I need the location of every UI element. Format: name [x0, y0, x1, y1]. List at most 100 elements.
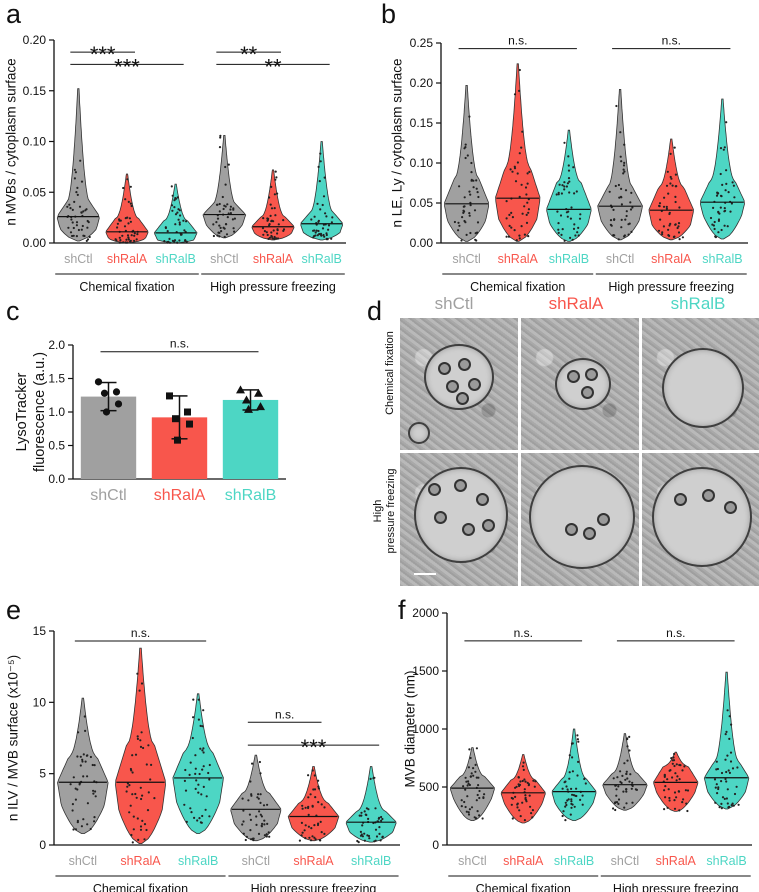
- data-point: [236, 385, 245, 394]
- data-point: [579, 213, 582, 216]
- data-point: [630, 191, 633, 194]
- data-point: [511, 817, 514, 820]
- data-point: [719, 147, 723, 150]
- data-point: [134, 753, 138, 756]
- data-point: [575, 190, 578, 193]
- data-point: [483, 793, 486, 796]
- data-point: [83, 715, 86, 718]
- data-point: [727, 769, 730, 772]
- data-point: [720, 771, 724, 775]
- data-point: [320, 234, 323, 237]
- data-point: [219, 136, 222, 139]
- data-point: [89, 755, 92, 759]
- data-point: [226, 216, 229, 219]
- data-point: [273, 237, 276, 241]
- data-point: [131, 793, 134, 796]
- x-tick-label: shCtl: [611, 854, 639, 868]
- data-point: [717, 787, 720, 791]
- data-point: [116, 222, 119, 225]
- data-point: [518, 234, 521, 237]
- data-point: [671, 762, 674, 765]
- data-point: [711, 223, 714, 226]
- data-point: [216, 217, 220, 220]
- data-point: [80, 825, 83, 828]
- data-point: [686, 809, 689, 813]
- x-tick-label: shRalB: [702, 252, 742, 266]
- data-point: [621, 774, 624, 778]
- data-point: [627, 233, 630, 236]
- data-point: [85, 239, 88, 242]
- data-point: [668, 796, 671, 800]
- data-point: [570, 206, 573, 209]
- data-point: [510, 226, 513, 229]
- data-point: [202, 709, 205, 712]
- data-point: [615, 104, 618, 108]
- data-point: [462, 211, 465, 214]
- data-point: [260, 815, 263, 818]
- data-point: [212, 223, 215, 226]
- data-point: [76, 821, 79, 824]
- data-point: [514, 795, 517, 799]
- data-point: [563, 181, 566, 184]
- data-point: [124, 198, 127, 201]
- data-point: [516, 161, 520, 164]
- data-point: [463, 196, 466, 199]
- data-point: [202, 747, 205, 750]
- data-point: [202, 751, 205, 754]
- data-point: [172, 415, 179, 423]
- data-point: [126, 234, 130, 237]
- data-point: [726, 802, 729, 805]
- data-point: [220, 230, 223, 233]
- data-point: [470, 171, 473, 174]
- data-point: [320, 831, 323, 834]
- data-point: [561, 184, 564, 187]
- data-point: [183, 229, 186, 232]
- data-point: [623, 235, 626, 238]
- data-point: [674, 195, 677, 198]
- data-point: [74, 171, 77, 174]
- x-tick-label: shCtl: [69, 854, 97, 868]
- data-point: [325, 233, 328, 237]
- data-point: [565, 185, 569, 188]
- data-point: [313, 788, 317, 791]
- data-point: [511, 170, 514, 173]
- data-point: [69, 207, 72, 210]
- data-point: [529, 805, 532, 808]
- data-point: [521, 212, 524, 215]
- data-point: [563, 185, 566, 188]
- data-point: [577, 740, 580, 743]
- data-point: [248, 813, 251, 816]
- data-point: [184, 768, 187, 772]
- data-point: [273, 235, 276, 239]
- data-point: [623, 143, 626, 146]
- data-point: [675, 779, 678, 782]
- data-point: [464, 776, 467, 779]
- data-point: [668, 212, 671, 216]
- data-point: [619, 155, 622, 158]
- data-point: [318, 180, 321, 183]
- data-point: [310, 827, 313, 830]
- y-tick-label: 0.05: [410, 196, 434, 210]
- data-point: [133, 239, 136, 242]
- data-point: [628, 780, 631, 783]
- data-point: [257, 797, 260, 800]
- data-point: [530, 812, 533, 815]
- data-point: [523, 205, 526, 208]
- data-point: [614, 801, 617, 804]
- data-point: [76, 788, 79, 791]
- data-point: [254, 388, 263, 397]
- em-row-title-fixation: Chemical fixation: [384, 331, 396, 415]
- data-point: [617, 802, 620, 806]
- data-point: [521, 130, 524, 133]
- y-tick-label: 0.25: [410, 36, 434, 50]
- chart-a: 0.00 0.05 0.10 0.15 0.20 n MVBs / cytoplasm s…: [4, 33, 346, 294]
- y-axis-label: n MVBs / cytoplasm surface: [4, 58, 19, 225]
- data-point: [276, 229, 279, 232]
- data-point: [575, 794, 578, 798]
- data-point: [525, 221, 529, 224]
- violin-shRalA: [500, 754, 546, 824]
- data-point: [145, 828, 148, 832]
- data-point: [250, 794, 253, 797]
- data-point: [100, 389, 109, 397]
- data-point: [134, 792, 137, 796]
